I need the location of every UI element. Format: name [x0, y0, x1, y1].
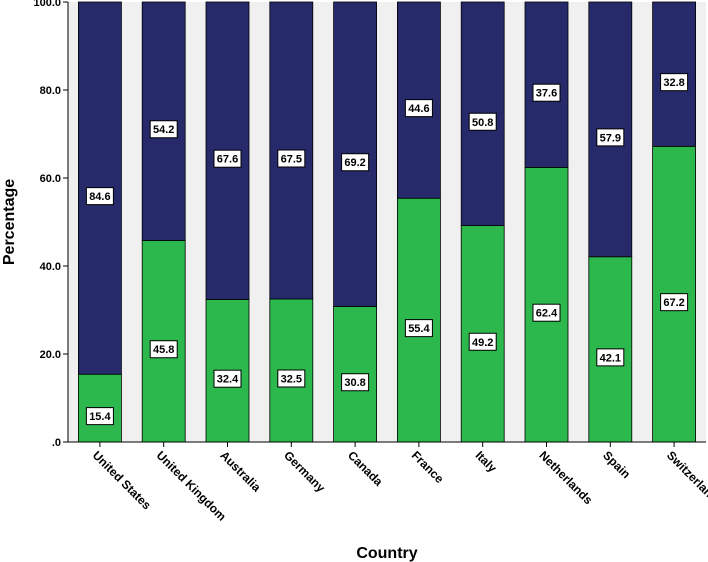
- y-axis: .0 20.0 40.0 60.0 80.0 100.0: [33, 0, 69, 449]
- y-tick-label: .0: [52, 437, 61, 449]
- data-label-box: [404, 319, 433, 338]
- data-label-box: [213, 369, 242, 388]
- data-label: 67.2: [663, 297, 684, 309]
- data-label: 50.8: [472, 117, 493, 129]
- data-label-box: [85, 407, 114, 426]
- data-label: 32.5: [281, 374, 302, 386]
- data-label: 49.2: [472, 337, 493, 349]
- y-tick-label: 100.0: [33, 0, 61, 9]
- data-label-box: [596, 128, 625, 147]
- data-label: 67.5: [281, 154, 302, 166]
- data-labels-group: 15.4 84.6 45.8 54.2 32.4 67.6 32.5 67.5 30.8 69.2…: [85, 73, 689, 426]
- x-category-label: Italy: [473, 448, 500, 475]
- data-label-box: [468, 112, 497, 131]
- data-label-box: [277, 369, 306, 388]
- data-label-box: [468, 332, 497, 351]
- x-category-label: United Kingdom: [154, 448, 229, 523]
- x-category-label: Australia: [217, 448, 263, 494]
- x-category-label: Germany: [281, 448, 328, 495]
- x-category-label: Switzerland: [664, 448, 708, 505]
- data-label-box: [213, 149, 242, 168]
- data-label: 84.6: [89, 191, 110, 203]
- data-label: 44.6: [408, 103, 429, 115]
- data-label: 67.6: [217, 154, 238, 166]
- y-tick-label: 40.0: [40, 261, 61, 273]
- data-label-box: [85, 187, 114, 206]
- data-label: 15.4: [89, 411, 111, 423]
- data-label: 32.4: [217, 374, 239, 386]
- x-category-label: Spain: [600, 448, 633, 481]
- x-category-label: United States: [90, 448, 154, 512]
- data-label-box: [341, 153, 370, 172]
- data-label: 69.2: [344, 157, 365, 169]
- data-label-box: [277, 149, 306, 168]
- data-label-box: [660, 293, 689, 312]
- data-label-box: [149, 120, 178, 139]
- data-label-box: [660, 73, 689, 92]
- data-label: 62.4: [536, 308, 558, 320]
- data-label: 30.8: [344, 377, 365, 389]
- y-tick-label: 20.0: [40, 349, 61, 361]
- data-label-box: [532, 83, 561, 102]
- x-category-label: Netherlands: [536, 448, 595, 507]
- data-label: 45.8: [153, 344, 174, 356]
- data-label: 55.4: [408, 323, 430, 335]
- data-label: 54.2: [153, 124, 174, 136]
- y-axis-title: Percentage: [1, 179, 18, 265]
- data-label-box: [596, 348, 625, 367]
- data-label-box: [532, 303, 561, 322]
- data-label: 32.8: [663, 77, 684, 89]
- data-label: 37.6: [536, 88, 557, 100]
- x-category-label: France: [409, 448, 447, 486]
- data-label: 42.1: [600, 352, 621, 364]
- x-axis-title: Country: [356, 545, 417, 562]
- data-label-box: [341, 373, 370, 392]
- bars-group: [78, 1, 696, 443]
- y-tick-label: 60.0: [40, 173, 61, 185]
- data-label-box: [149, 340, 178, 359]
- data-label: 57.9: [600, 132, 621, 144]
- x-category-label: Canada: [345, 448, 386, 489]
- data-label-box: [404, 99, 433, 118]
- y-tick-label: 80.0: [40, 85, 61, 97]
